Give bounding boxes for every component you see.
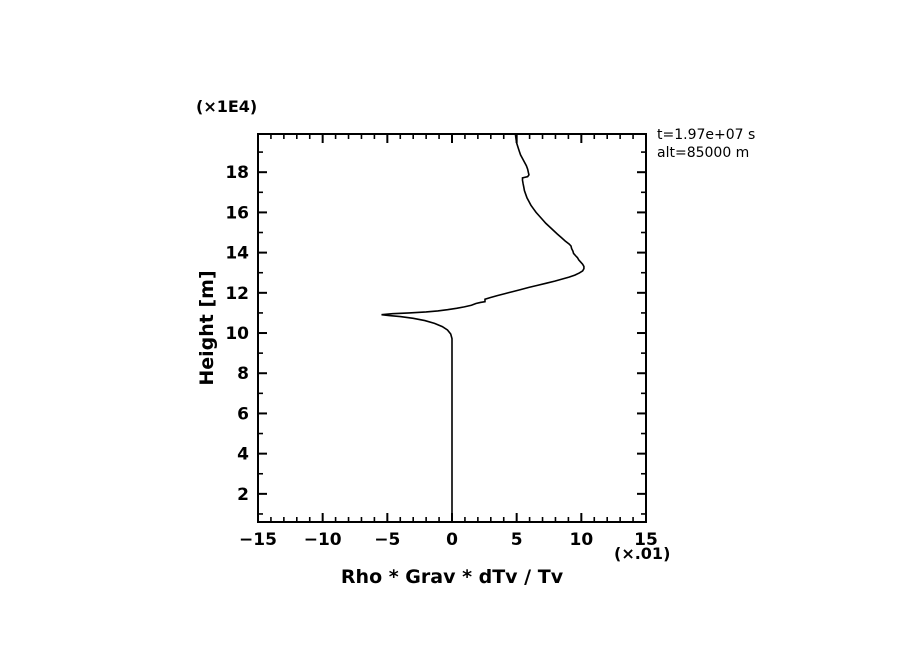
y-axis-title: Height [m] (196, 270, 218, 385)
data-line-series-0 (381, 133, 585, 522)
x-tick-label: 0 (446, 530, 458, 550)
x-tick-label: 5 (511, 530, 523, 550)
y-tick-label: 14 (225, 244, 249, 264)
y-tick-label: 10 (225, 324, 249, 344)
x-tick-label: −15 (239, 530, 277, 550)
y-tick-labels: 2 4 6 8 10 12 14 16 18 (225, 163, 249, 505)
y-tick-label: 2 (237, 485, 249, 505)
x-axis-multiplier-label: (×.01) (614, 544, 670, 563)
y-axis-multiplier-label: (×1E4) (196, 97, 257, 116)
y-tick-label: 4 (237, 445, 249, 465)
y-tick-label: 18 (225, 163, 249, 183)
x-tick-label: −10 (304, 530, 342, 550)
y-tick-label: 8 (237, 364, 249, 384)
x-tick-label: 10 (569, 530, 593, 550)
annotation-time: t=1.97e+07 s (657, 127, 755, 143)
x-tick-label: 15 (634, 530, 658, 550)
y-tick-label: 12 (225, 284, 249, 304)
annotation-altitude: alt=85000 m (657, 145, 749, 161)
data-series-group (381, 133, 585, 522)
ticks-group (257, 134, 647, 522)
x-tick-labels: −15 −10 −5 0 5 10 15 (239, 530, 658, 550)
y-tick-label: 6 (237, 404, 249, 424)
x-tick-label: −5 (374, 530, 400, 550)
x-axis-title: Rho * Grav * dTv / Tv (341, 566, 564, 588)
y-tick-label: 16 (225, 203, 249, 223)
